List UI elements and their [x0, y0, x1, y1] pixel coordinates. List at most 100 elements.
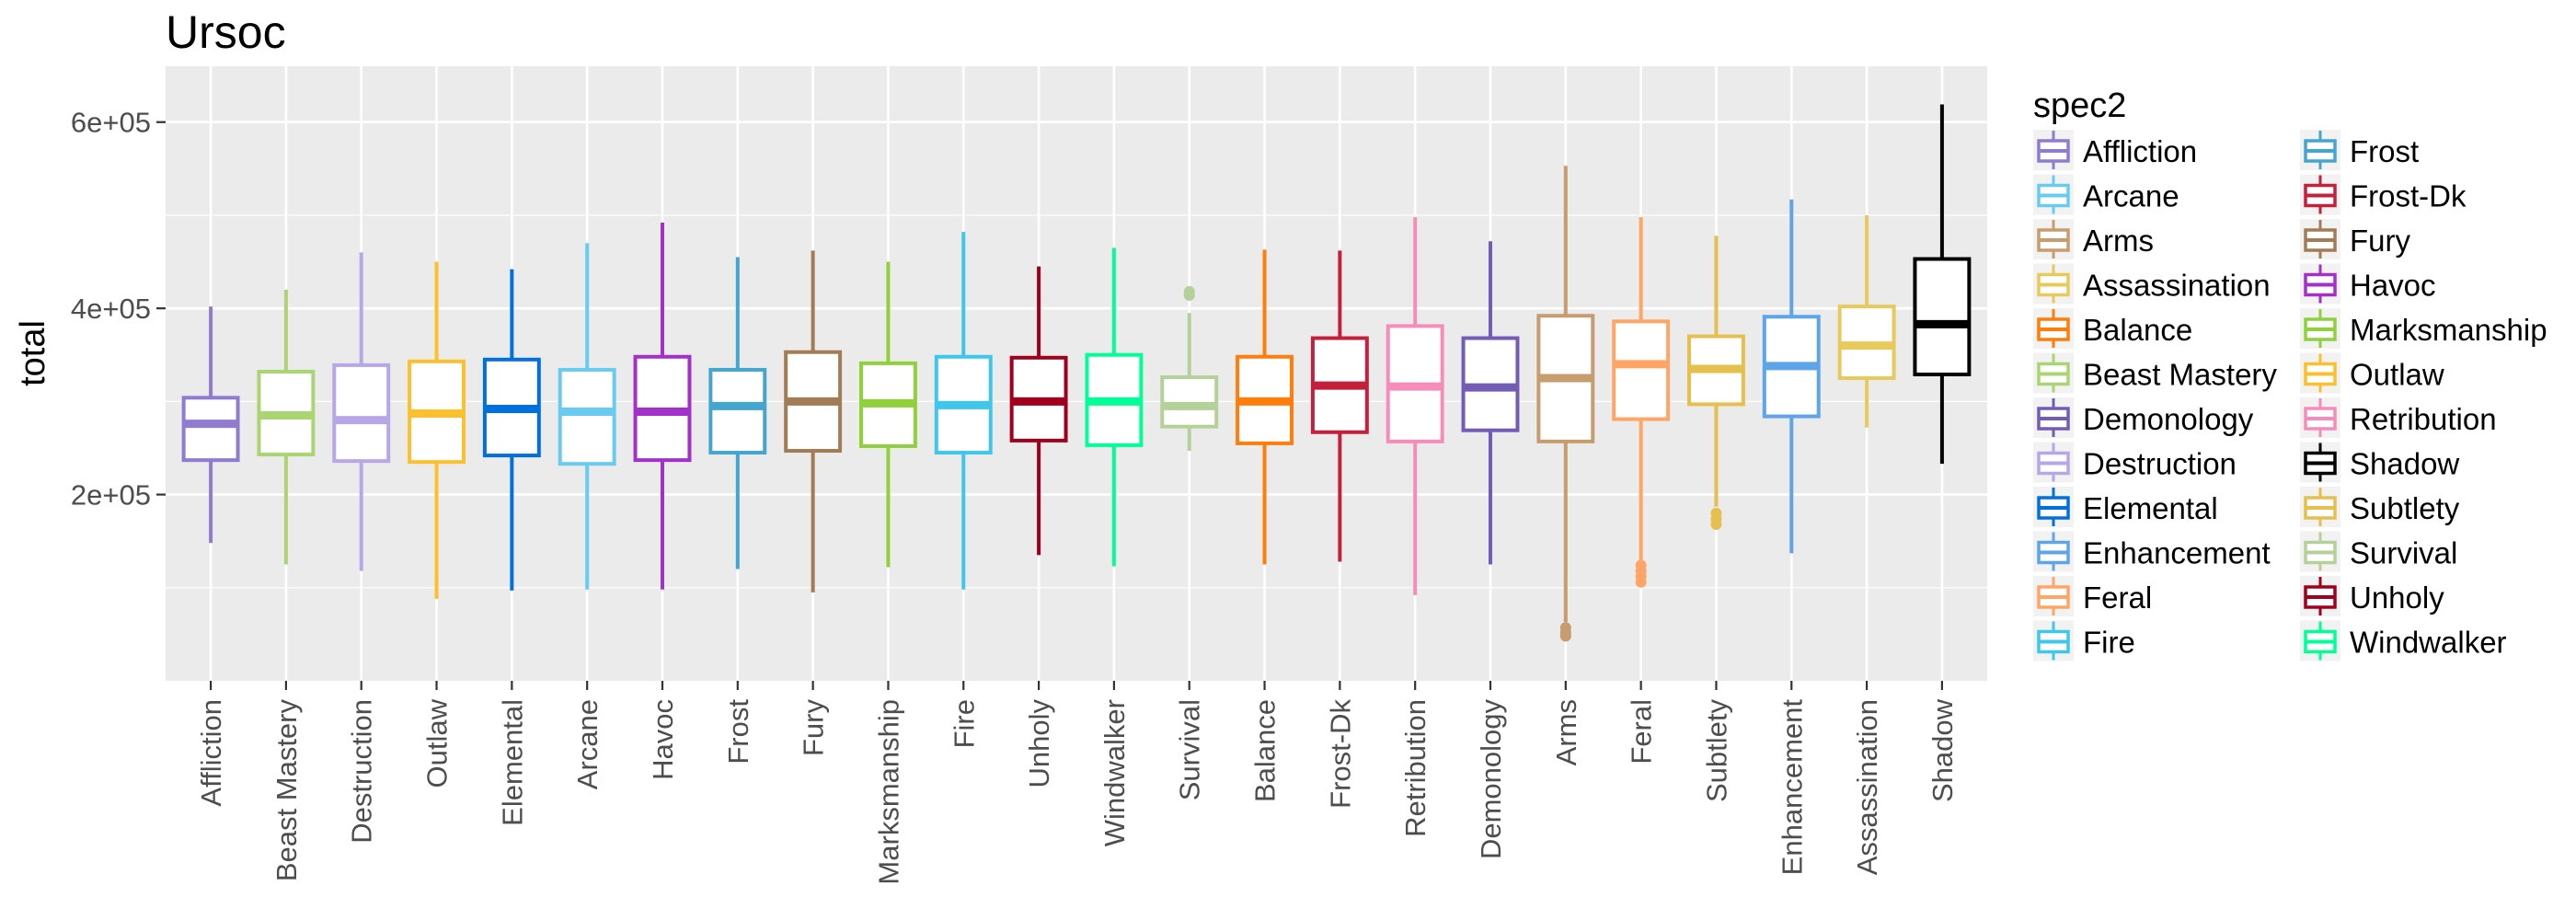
legend-entry: Windwalker	[2300, 620, 2507, 661]
x-tick-label: Destruction	[346, 699, 378, 844]
x-tick-label: Subtlety	[1700, 699, 1732, 803]
y-axis: 2e+05 4e+05 6e+05	[71, 107, 166, 512]
box-subtlety	[1687, 236, 1745, 530]
x-axis: Affliction Beast Mastery Destruction Outlaw…	[195, 681, 1959, 885]
x-tick-label: Arms	[1550, 699, 1582, 765]
x-tick-label: Marksmanship	[872, 699, 904, 885]
legend-label: Survival	[2350, 536, 2457, 570]
legend-label: Destruction	[2083, 447, 2237, 481]
x-tick-label: Demonology	[1475, 699, 1507, 860]
box-survival	[1160, 285, 1219, 452]
legend-label: Shadow	[2350, 447, 2459, 481]
legend-entry: Retribution	[2300, 397, 2497, 438]
legend-label: Demonology	[2083, 402, 2254, 436]
x-tick-label: Survival	[1174, 699, 1206, 800]
legend-label: Frost	[2350, 134, 2419, 168]
legend-entry: Subtlety	[2300, 487, 2460, 527]
legend-entry: Frost	[2300, 130, 2419, 170]
x-tick-label: Fire	[948, 699, 980, 748]
legend-label: Fury	[2350, 224, 2411, 258]
outlier-point	[1559, 622, 1571, 634]
box-fire	[934, 232, 993, 590]
x-tick-label: Feral	[1626, 699, 1658, 765]
x-tick-label: Frost-Dk	[1324, 699, 1356, 809]
x-tick-label: Shadow	[1926, 698, 1959, 802]
box-iqr	[1612, 319, 1671, 421]
box-havoc	[633, 223, 692, 590]
legend-label: Enhancement	[2083, 536, 2271, 570]
legend-entry: Fire	[2033, 620, 2135, 661]
x-tick-label: Balance	[1249, 699, 1282, 802]
y-axis-label: total	[14, 320, 52, 386]
box-affliction	[181, 306, 240, 544]
outlier-point	[1183, 285, 1195, 297]
legend-label: Balance	[2083, 313, 2192, 347]
legend-label: Arms	[2083, 224, 2154, 258]
legend-entry: Arcane	[2033, 174, 2179, 215]
legend-label: Retribution	[2350, 402, 2497, 436]
box-fury	[784, 250, 843, 592]
box-arcane	[558, 243, 616, 590]
box-iqr	[558, 367, 616, 466]
legend-entry: Unholy	[2300, 576, 2444, 616]
legend-entry: Survival	[2300, 531, 2457, 572]
legend-entry: Shadow	[2300, 442, 2459, 483]
box-arms	[1536, 166, 1595, 642]
legend-entry: Arms	[2033, 219, 2154, 259]
legend-entry: Beast Mastery	[2033, 352, 2277, 394]
y-tick-label: 2e+05	[71, 479, 151, 512]
legend-entry: Marksmanship	[2300, 308, 2547, 349]
legend-label: Havoc	[2350, 269, 2436, 303]
x-tick-label: Arcane	[571, 699, 604, 789]
legend-entry: Havoc	[2300, 263, 2436, 305]
legend-label: Outlaw	[2350, 358, 2444, 392]
legend-label: Affliction	[2083, 134, 2197, 168]
legend-entry: Fury	[2300, 219, 2411, 259]
outlier-point	[1635, 559, 1647, 571]
legend-label: Elemental	[2083, 491, 2218, 525]
x-tick-label: Outlaw	[421, 698, 454, 788]
box-demonology	[1461, 241, 1520, 565]
box-marksmanship	[859, 261, 917, 568]
box-elemental	[482, 269, 541, 591]
x-tick-label: Frost	[722, 699, 754, 765]
legend-label: Windwalker	[2350, 626, 2507, 660]
legend-label: Marksmanship	[2350, 313, 2547, 347]
legend: spec2 Affliction Arcane Arms Assassination B…	[2033, 86, 2547, 661]
box-frost	[708, 257, 767, 569]
x-tick-label: Assassination	[1851, 699, 1883, 875]
x-tick-label: Retribution	[1399, 699, 1432, 837]
x-tick-label: Windwalker	[1098, 699, 1131, 846]
legend-label: Fire	[2083, 626, 2135, 660]
box-enhancement	[1762, 199, 1821, 554]
chart-title: Ursoc	[166, 6, 286, 58]
box-iqr	[708, 367, 767, 455]
box-outlaw	[408, 261, 466, 599]
box-windwalker	[1085, 247, 1144, 567]
y-tick-label: 6e+05	[71, 107, 151, 139]
x-tick-label: Havoc	[647, 699, 679, 780]
box-shadow	[1913, 104, 1972, 465]
box-iqr	[1160, 375, 1219, 429]
legend-entry: Enhancement	[2033, 531, 2271, 572]
legend-entry: Elemental	[2033, 487, 2218, 527]
box-iqr	[1913, 257, 1972, 377]
legend-label: Subtlety	[2350, 491, 2460, 525]
outlier-point	[1710, 507, 1722, 519]
legend-entry: Demonology	[2033, 397, 2254, 438]
x-tick-label: Elemental	[496, 699, 528, 826]
x-tick-label: Enhancement	[1776, 699, 1808, 876]
box-feral	[1612, 216, 1671, 588]
box-beast-mastery	[257, 289, 316, 565]
boxes	[181, 104, 1972, 642]
plot-panel	[166, 66, 1987, 681]
box-retribution	[1386, 216, 1444, 595]
legend-label: Unholy	[2350, 581, 2444, 615]
legend-entry: Frost-Dk	[2300, 174, 2467, 215]
legend-entry: Destruction	[2033, 442, 2237, 483]
box-frost-dk	[1310, 250, 1369, 562]
legend-entry: Feral	[2033, 576, 2152, 616]
legend-entry: Assassination	[2033, 263, 2271, 305]
legend-label: Arcane	[2083, 179, 2179, 213]
